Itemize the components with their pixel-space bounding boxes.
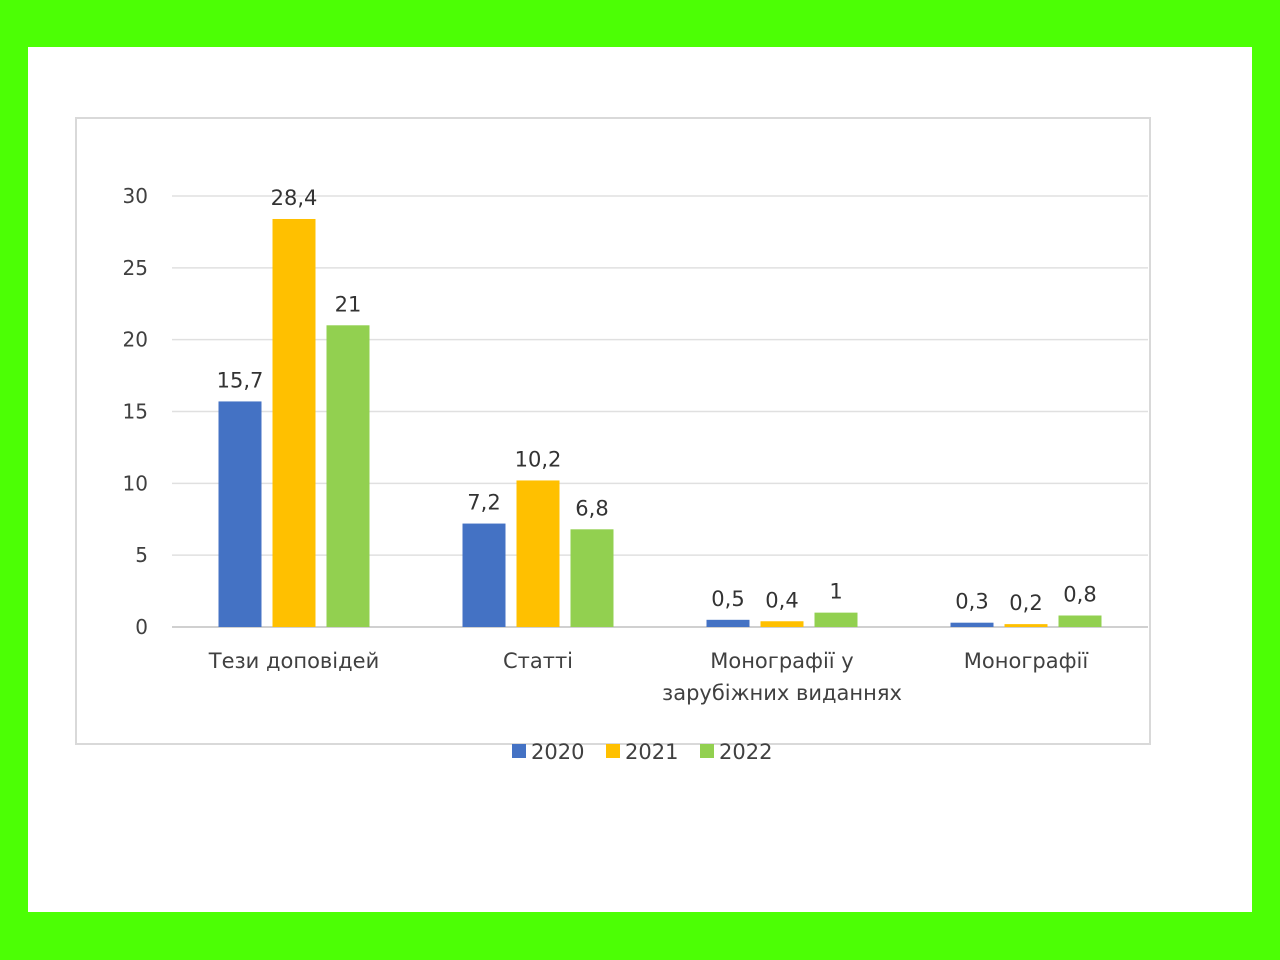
data-label: 7,2 [467, 491, 500, 515]
bar [462, 523, 506, 627]
y-tick-label: 0 [135, 615, 148, 639]
bar [1004, 624, 1048, 627]
bar [326, 325, 370, 627]
data-label: 15,7 [217, 368, 264, 392]
data-label: 28,4 [271, 186, 318, 210]
x-category-label: Статті [503, 649, 573, 673]
x-category-label: Тези доповідей [208, 649, 379, 673]
y-tick-label: 10 [123, 471, 148, 495]
bar [272, 218, 316, 627]
legend-swatch [606, 744, 620, 758]
data-label: 10,2 [515, 447, 562, 471]
y-tick-label: 15 [123, 400, 148, 424]
data-label: 0,2 [1009, 591, 1042, 615]
bar [760, 621, 804, 627]
bar [1058, 615, 1102, 627]
bar [814, 612, 858, 627]
y-tick-label: 20 [123, 328, 148, 352]
y-axis: 0 5 10 15 20 25 30 [123, 184, 148, 639]
bar [950, 622, 994, 627]
bar [570, 529, 614, 627]
data-labels: 15,7 28,4 21 7,2 10,2 6,8 0,5 0,4 1 0,3 0,2 0,8 [217, 186, 1097, 615]
x-category-label: Монографії [964, 649, 1089, 673]
legend: 2020 2021 2022 [512, 740, 772, 764]
bar [706, 619, 750, 627]
legend-label: 2022 [719, 740, 772, 764]
legend-swatch [700, 744, 714, 758]
data-label: 0,8 [1063, 583, 1096, 607]
legend-swatch [512, 744, 526, 758]
y-tick-label: 5 [135, 543, 148, 567]
x-category-label: зарубіжних виданнях [662, 681, 902, 705]
y-tick-label: 30 [123, 184, 148, 208]
gridlines [172, 195, 1148, 628]
data-label: 0,5 [711, 587, 744, 611]
data-label: 1 [829, 580, 842, 604]
y-tick-label: 25 [123, 256, 148, 280]
bars [218, 218, 1102, 627]
data-label: 6,8 [575, 496, 608, 520]
data-label: 0,4 [765, 588, 798, 612]
x-category-label: Монографії у [710, 649, 854, 673]
data-label: 0,3 [955, 590, 988, 614]
x-axis: Тези доповідей Статті Монографії у зарубіжн… [208, 649, 1089, 705]
legend-label: 2020 [531, 740, 584, 764]
data-label: 21 [335, 292, 362, 316]
bar [218, 401, 262, 627]
legend-label: 2021 [625, 740, 678, 764]
bar [516, 480, 560, 627]
